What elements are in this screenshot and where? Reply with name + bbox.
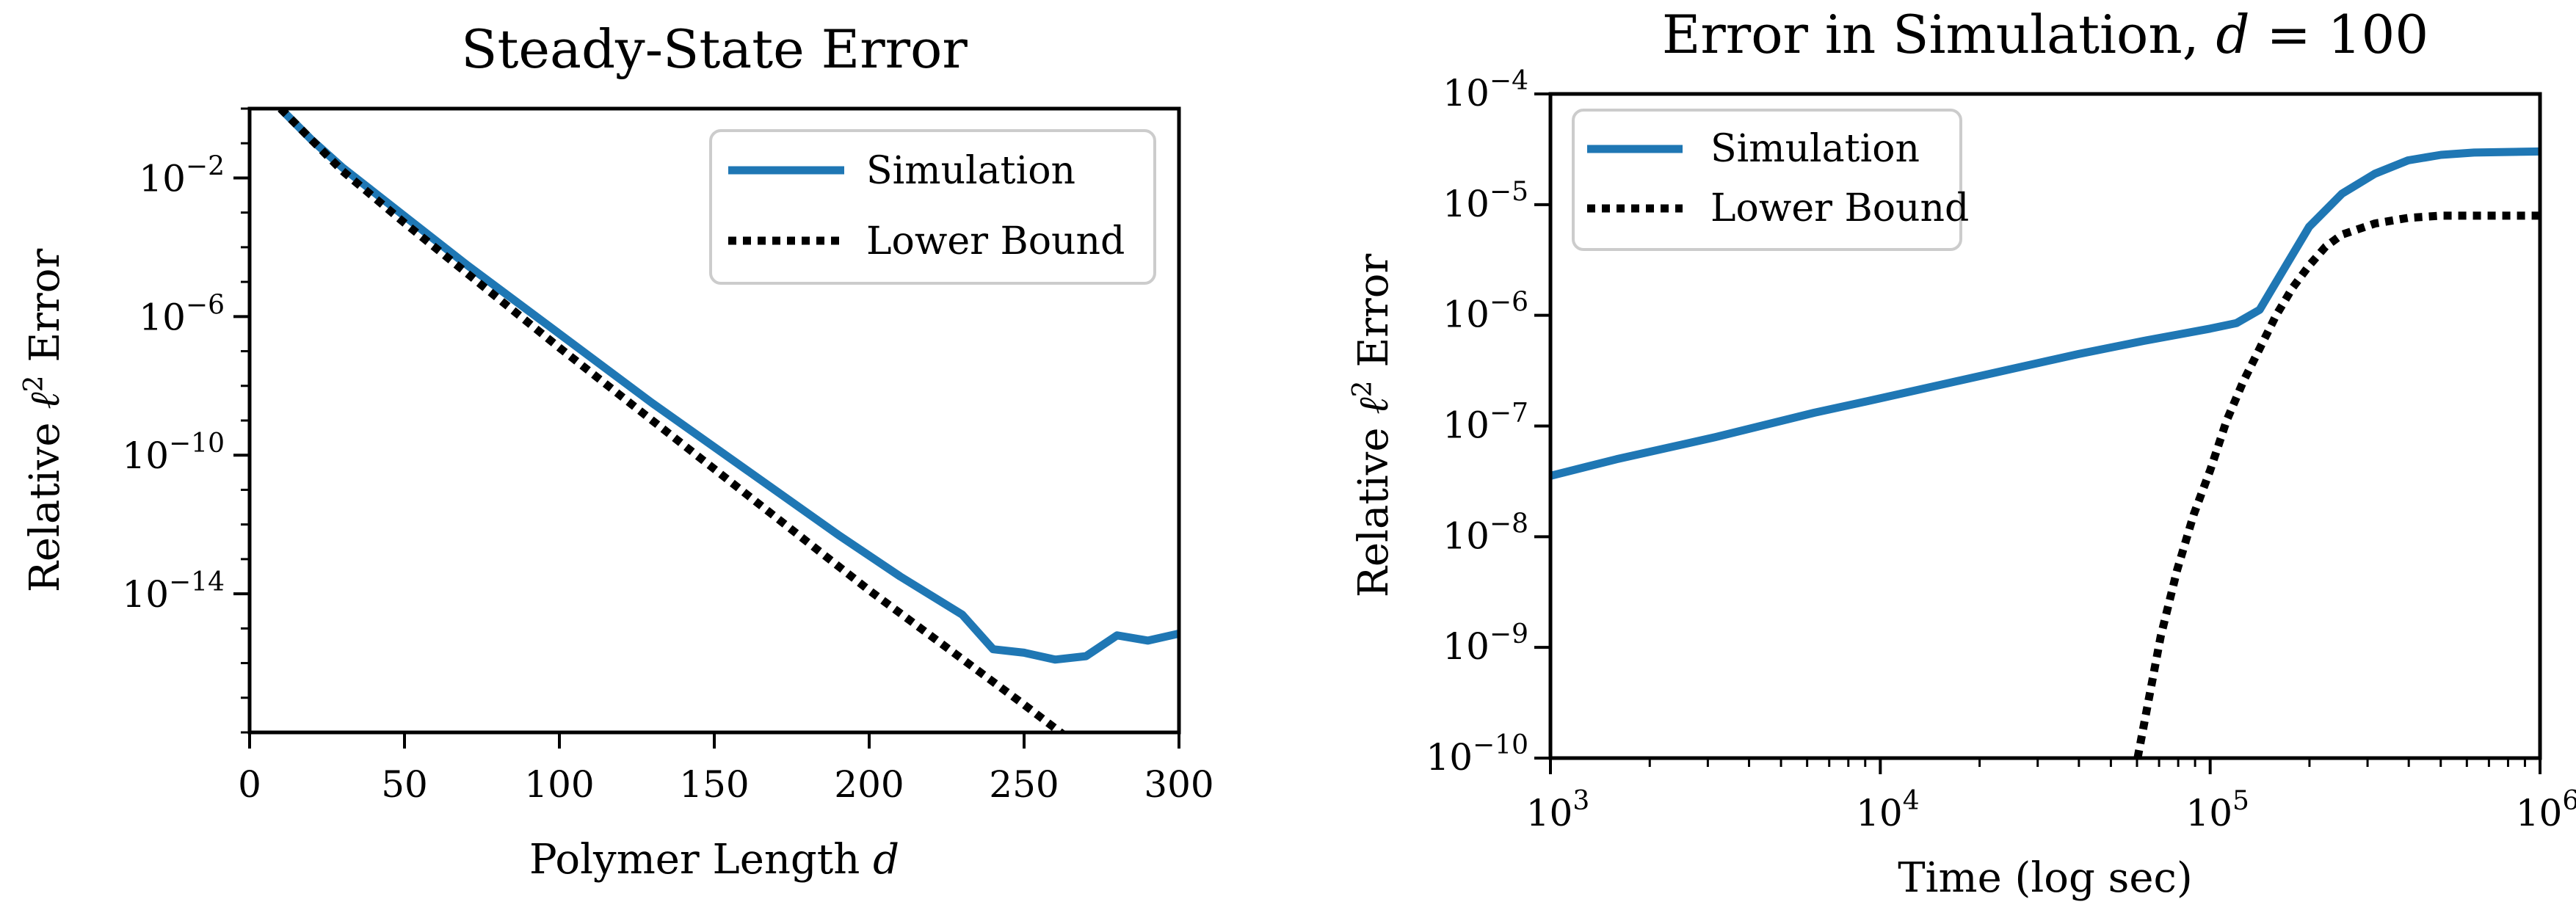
y-tick-label: 10−7 [1443,398,1528,447]
y-tick-label: 10−4 [1443,66,1528,114]
y-tick-label: 10−2 [139,151,225,200]
data-series [277,109,1179,732]
axis-ticks: 103 104 105 106 10−4 10−5 10−6 10−7 10−8 10−9 10−1… [1426,66,2576,834]
y-axis-label: Relative ℓ2 Error [19,249,69,593]
x-tick-label: 200 [834,763,904,806]
x-axis-label: Time (log sec) [1898,854,2193,902]
legend-label-lower-bound: Lower Bound [866,219,1125,263]
series-simulation [277,109,1179,664]
y-axis-label: Relative ℓ2 Error [1348,254,1398,598]
axis-ticks: 10−2 10−6 10−10 10−14 0 50 100 150 200 250 300 [122,107,1214,806]
data-series [1550,147,2540,758]
series-lower-bound [277,109,1067,732]
series-lower-bound [2133,211,2540,758]
plot-frame [247,106,1181,735]
y-tick-label: 10−9 [1443,619,1528,668]
x-tick-label: 0 [238,763,261,806]
x-tick-label: 150 [679,763,749,806]
y-tick-label: 10−14 [122,567,225,616]
series-simulation [1550,147,2540,480]
y-tick-label: 10−6 [1443,288,1528,336]
x-axis-label: Polymer Length d [529,836,899,884]
chart-title: Steady-State Error [461,18,968,80]
legend: Simulation Lower Bound [1572,109,1969,251]
y-tick-label: 10−5 [1443,177,1528,225]
x-tick-label: 100 [524,763,594,806]
y-tick-label: 10−10 [1426,730,1528,779]
x-tick-label: 106 [2516,786,2576,834]
chart-title: Error in Simulation, d = 100 [1662,4,2428,65]
simulation-error-chart: Error in Simulation, d = 100 103 104 105 10… [1348,4,2576,902]
legend-label-simulation: Simulation [1710,127,1920,171]
plot-frame [1548,92,2542,760]
legend: Simulation Lower Bound [709,129,1156,285]
y-tick-label: 10−10 [122,429,225,477]
y-tick-label: 10−8 [1443,509,1528,557]
x-tick-label: 250 [989,763,1059,806]
x-tick-label: 104 [1856,786,1920,834]
steady-state-error-chart: Steady-State Error 10−2 10−6 10−10 10−14 0 50… [19,18,1214,884]
x-tick-label: 105 [2185,786,2249,834]
y-tick-label: 10−6 [139,290,225,338]
legend-label-simulation: Simulation [866,149,1075,193]
legend-label-lower-bound: Lower Bound [1710,186,1969,230]
x-tick-label: 300 [1144,763,1213,806]
x-tick-label: 50 [381,763,428,806]
x-tick-label: 103 [1526,786,1590,834]
